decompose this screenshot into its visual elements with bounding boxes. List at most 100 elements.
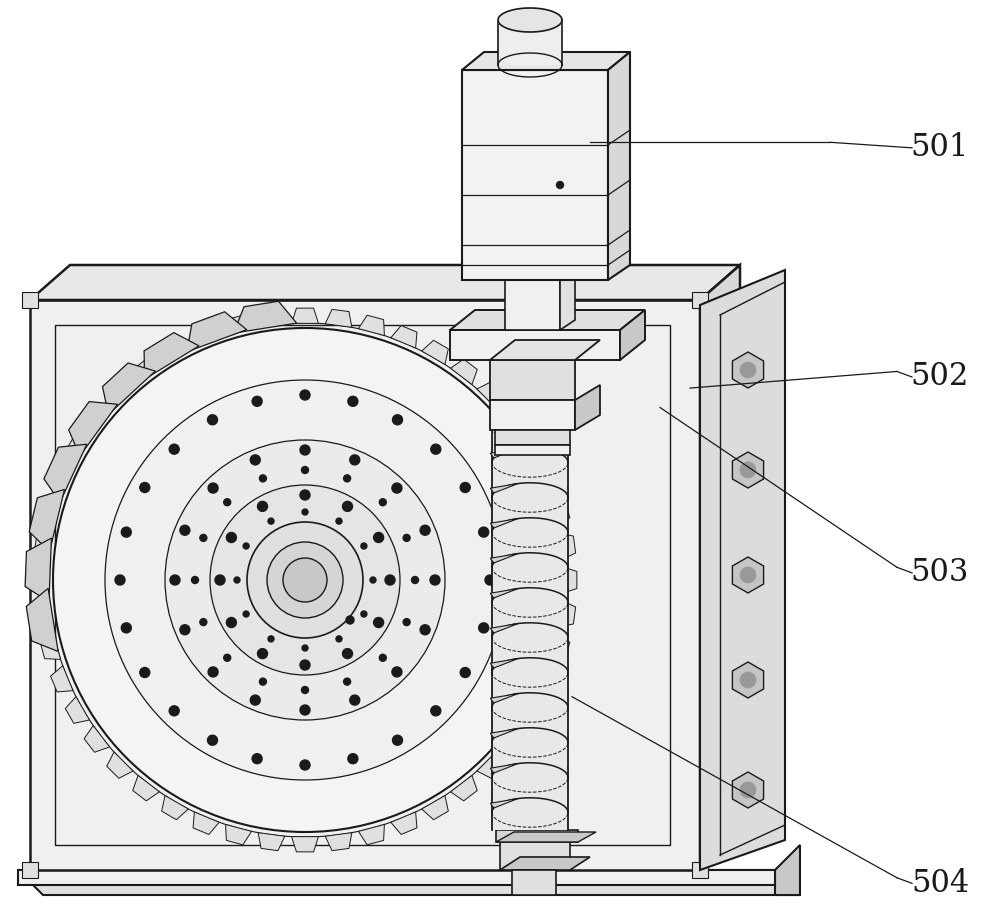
Circle shape xyxy=(192,577,198,583)
Polygon shape xyxy=(102,363,155,415)
Circle shape xyxy=(252,754,262,764)
Polygon shape xyxy=(30,265,740,300)
Circle shape xyxy=(243,611,249,617)
Polygon shape xyxy=(450,310,645,330)
Polygon shape xyxy=(22,292,38,308)
Circle shape xyxy=(259,678,266,685)
Polygon shape xyxy=(575,385,600,430)
Circle shape xyxy=(300,760,310,770)
Polygon shape xyxy=(133,775,159,801)
Polygon shape xyxy=(495,430,570,445)
Circle shape xyxy=(403,618,410,626)
Polygon shape xyxy=(620,310,645,360)
Circle shape xyxy=(460,482,470,492)
Polygon shape xyxy=(490,483,518,493)
Polygon shape xyxy=(84,407,110,434)
Circle shape xyxy=(121,623,131,633)
Polygon shape xyxy=(495,445,570,455)
Polygon shape xyxy=(490,400,575,430)
Polygon shape xyxy=(292,308,318,323)
Polygon shape xyxy=(505,270,575,280)
Polygon shape xyxy=(451,359,477,384)
Circle shape xyxy=(392,483,402,493)
Polygon shape xyxy=(490,340,600,360)
Polygon shape xyxy=(537,666,559,692)
Circle shape xyxy=(226,617,236,627)
Polygon shape xyxy=(498,20,562,65)
Polygon shape xyxy=(162,340,188,364)
Circle shape xyxy=(170,575,180,585)
Circle shape xyxy=(180,525,190,535)
Polygon shape xyxy=(490,694,518,703)
Polygon shape xyxy=(490,553,518,563)
Polygon shape xyxy=(732,772,764,808)
Polygon shape xyxy=(558,533,576,560)
Polygon shape xyxy=(496,832,596,842)
Polygon shape xyxy=(477,382,503,408)
Polygon shape xyxy=(51,666,73,692)
Text: 503: 503 xyxy=(911,557,969,589)
Circle shape xyxy=(300,705,310,715)
Circle shape xyxy=(740,462,756,478)
Polygon shape xyxy=(500,840,570,870)
Circle shape xyxy=(479,623,489,633)
Circle shape xyxy=(346,616,354,624)
Polygon shape xyxy=(500,725,526,752)
Circle shape xyxy=(302,509,308,515)
Polygon shape xyxy=(84,725,110,752)
Polygon shape xyxy=(732,352,764,388)
Circle shape xyxy=(412,577,418,583)
Polygon shape xyxy=(462,70,608,280)
Polygon shape xyxy=(226,824,252,845)
Circle shape xyxy=(370,577,376,583)
Circle shape xyxy=(300,390,310,400)
Polygon shape xyxy=(234,301,297,334)
Polygon shape xyxy=(107,382,133,408)
Polygon shape xyxy=(44,444,87,503)
Circle shape xyxy=(431,706,441,716)
Circle shape xyxy=(348,396,358,407)
Circle shape xyxy=(556,181,564,188)
Circle shape xyxy=(258,502,268,511)
Circle shape xyxy=(283,558,327,602)
Polygon shape xyxy=(490,763,518,773)
Polygon shape xyxy=(258,833,285,851)
Polygon shape xyxy=(18,870,775,885)
Polygon shape xyxy=(496,830,578,842)
Circle shape xyxy=(268,518,274,524)
Circle shape xyxy=(361,611,367,617)
Circle shape xyxy=(342,649,352,659)
Circle shape xyxy=(485,575,495,585)
Polygon shape xyxy=(422,340,448,364)
Circle shape xyxy=(208,415,218,425)
Polygon shape xyxy=(692,292,708,308)
Circle shape xyxy=(165,440,445,720)
Polygon shape xyxy=(29,490,65,552)
Polygon shape xyxy=(25,538,51,602)
Circle shape xyxy=(208,667,218,677)
Circle shape xyxy=(259,475,266,482)
Circle shape xyxy=(268,636,274,642)
Polygon shape xyxy=(462,52,630,70)
Polygon shape xyxy=(700,265,740,870)
Polygon shape xyxy=(133,359,159,384)
Polygon shape xyxy=(558,601,576,626)
Polygon shape xyxy=(40,501,61,527)
Circle shape xyxy=(224,499,231,505)
Circle shape xyxy=(247,522,363,638)
Polygon shape xyxy=(144,333,199,379)
Circle shape xyxy=(115,575,125,585)
Circle shape xyxy=(344,678,351,685)
Polygon shape xyxy=(226,315,252,335)
Circle shape xyxy=(392,667,402,677)
Circle shape xyxy=(350,455,360,465)
Polygon shape xyxy=(775,845,800,895)
Circle shape xyxy=(420,525,430,535)
Polygon shape xyxy=(490,448,518,458)
Polygon shape xyxy=(51,468,73,494)
Circle shape xyxy=(392,415,402,425)
Circle shape xyxy=(350,695,360,705)
Polygon shape xyxy=(490,414,518,423)
Circle shape xyxy=(252,396,262,407)
Polygon shape xyxy=(69,402,117,456)
